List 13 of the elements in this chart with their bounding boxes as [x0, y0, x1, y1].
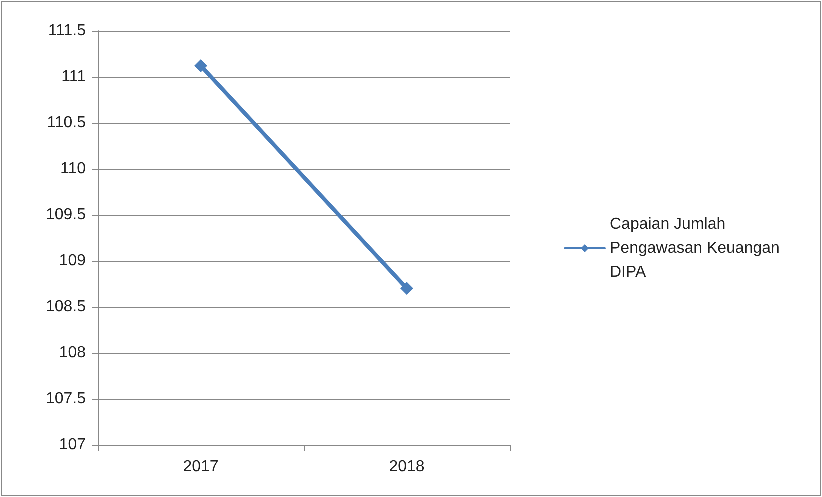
y-tick-label: 107: [59, 436, 86, 454]
x-tick-label: 2017: [183, 458, 219, 476]
y-tick-label: 110: [60, 160, 86, 178]
y-tick-label: 109: [59, 252, 86, 270]
legend-label: Capaian Jumlah Pengawasan Keuangan DIPA: [610, 216, 784, 281]
y-tick-label: 107.5: [46, 390, 86, 408]
y-tick-label: 109.5: [46, 206, 86, 224]
y-tick-label: 108.5: [46, 298, 86, 316]
y-tick-label: 110.5: [47, 114, 86, 132]
x-tick-label: 2018: [389, 458, 425, 476]
y-tick-label: 108: [59, 344, 86, 362]
y-tick-label: 111: [62, 68, 86, 86]
y-tick-label: 111.5: [48, 22, 86, 40]
